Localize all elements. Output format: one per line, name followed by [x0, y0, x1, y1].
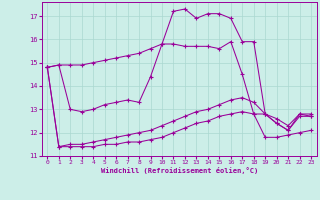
X-axis label: Windchill (Refroidissement éolien,°C): Windchill (Refroidissement éolien,°C) [100, 167, 258, 174]
